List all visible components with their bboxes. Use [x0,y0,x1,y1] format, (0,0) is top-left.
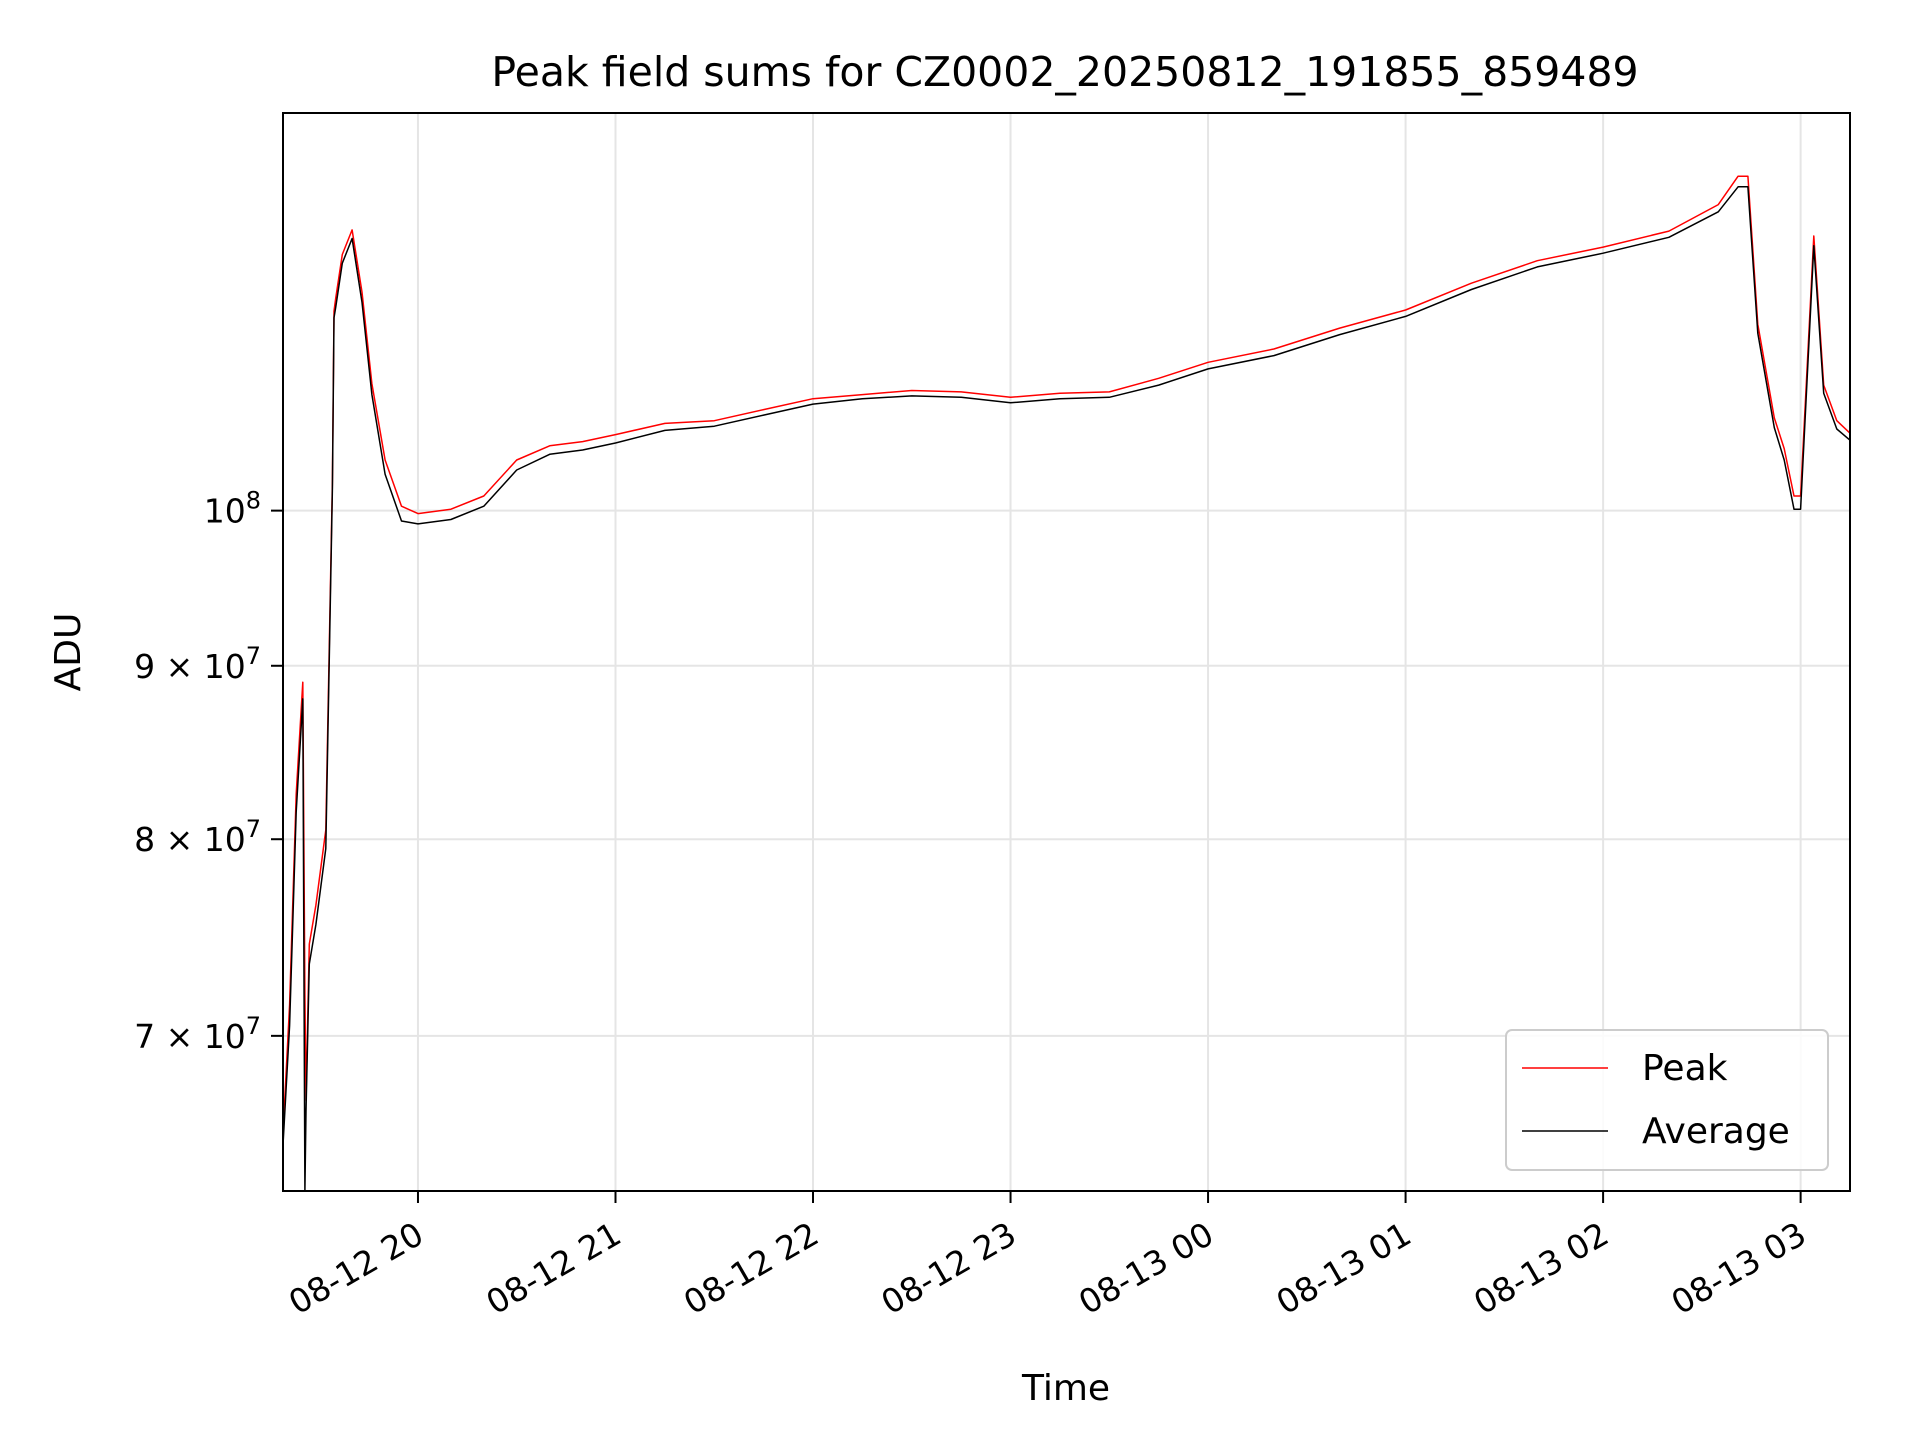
y-tick-label: 9 × 107 [134,642,261,686]
y-axis-label: ADU [48,613,89,692]
y-tick-label: 8 × 107 [134,815,261,859]
plot-area [283,113,1850,1191]
chart-title: Peak field sums for CZ0002_20250812_1918… [491,48,1638,96]
legend-label-peak: Peak [1642,1048,1728,1089]
legend-label-average: Average [1642,1111,1790,1152]
plot-frame [282,112,1851,1192]
series-line-average [282,186,1851,1192]
y-tick-label: 108 [204,487,261,531]
legend: Peak Average [1505,1029,1829,1171]
y-tick-label: 7 × 107 [134,1012,261,1056]
y-axis: 7 × 107 8 × 107 9 × 107 108 [134,487,283,1056]
series-layer [282,175,1851,1192]
x-axis-label: Time [1021,1368,1110,1409]
legend-box [1505,1029,1829,1171]
